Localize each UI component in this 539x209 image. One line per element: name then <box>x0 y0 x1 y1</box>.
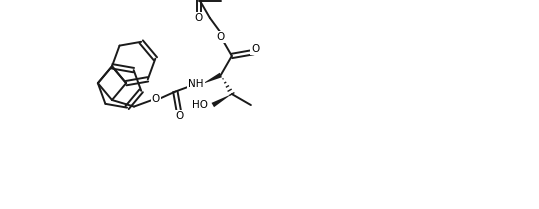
Text: O: O <box>195 13 203 23</box>
Polygon shape <box>202 73 222 84</box>
Text: O: O <box>175 111 183 121</box>
Polygon shape <box>211 94 232 107</box>
Text: O: O <box>151 94 160 104</box>
Text: NH: NH <box>188 79 204 89</box>
Text: O: O <box>217 32 225 42</box>
Text: O: O <box>251 44 260 54</box>
Text: HO: HO <box>192 100 208 110</box>
